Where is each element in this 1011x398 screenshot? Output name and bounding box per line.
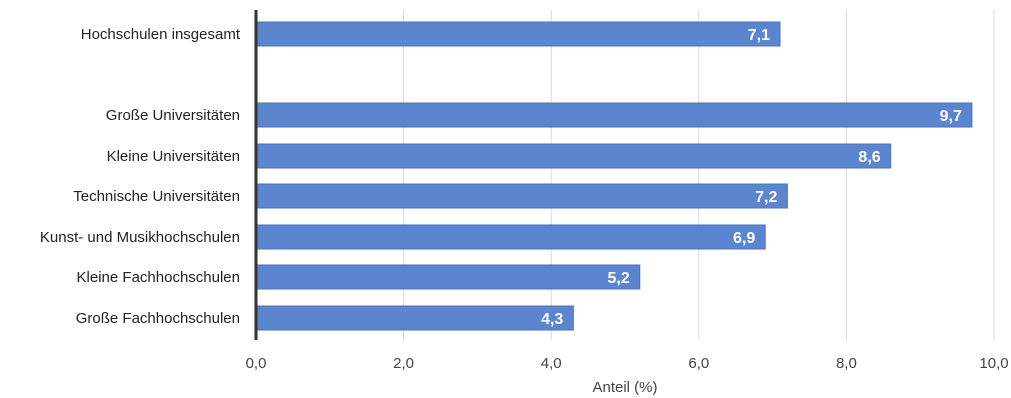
x-tick-label-1: 2,0 (393, 355, 414, 372)
data-label-6: 5,2 (608, 270, 630, 287)
bar-2 (255, 102, 973, 128)
data-label-2: 9,7 (940, 108, 962, 125)
category-labels: Hochschulen insgesamt Große Universitäten… (40, 26, 241, 327)
category-label-7: Große Fachhochschulen (76, 310, 240, 327)
data-label-0: 7,1 (748, 27, 770, 44)
category-label-2: Große Universitäten (106, 107, 240, 124)
data-label-7: 4,3 (541, 311, 563, 328)
bar-5 (255, 224, 766, 250)
x-tick-label-2: 4,0 (541, 355, 562, 372)
x-tick-label-3: 6,0 (688, 355, 709, 372)
category-label-5: Kunst- und Musikhochschulen (40, 229, 240, 246)
data-label-3: 8,6 (858, 149, 880, 166)
bar-7 (255, 305, 574, 331)
data-label-5: 6,9 (733, 230, 755, 247)
category-label-6: Kleine Fachhochschulen (77, 269, 240, 286)
gridlines (403, 10, 995, 340)
x-tick-label-4: 8,0 (836, 355, 857, 372)
data-label-4: 7,2 (755, 189, 777, 206)
bar-4 (255, 183, 788, 209)
category-label-4: Technische Universitäten (73, 188, 240, 205)
x-tick-label-5: 10,0 (979, 355, 1008, 372)
bars: 7,1 9,7 8,6 7,2 6,9 5,2 4,3 (255, 21, 973, 331)
category-label-3: Kleine Universitäten (107, 148, 240, 165)
bar-3 (255, 143, 892, 169)
x-tick-labels: 0,0 2,0 4,0 6,0 8,0 10,0 (246, 355, 1009, 372)
x-tick-label-0: 0,0 (246, 355, 267, 372)
x-axis-title: Anteil (%) (592, 379, 657, 396)
bar-6 (255, 264, 641, 290)
category-label-0: Hochschulen insgesamt (81, 26, 241, 43)
bar-0 (255, 21, 781, 47)
